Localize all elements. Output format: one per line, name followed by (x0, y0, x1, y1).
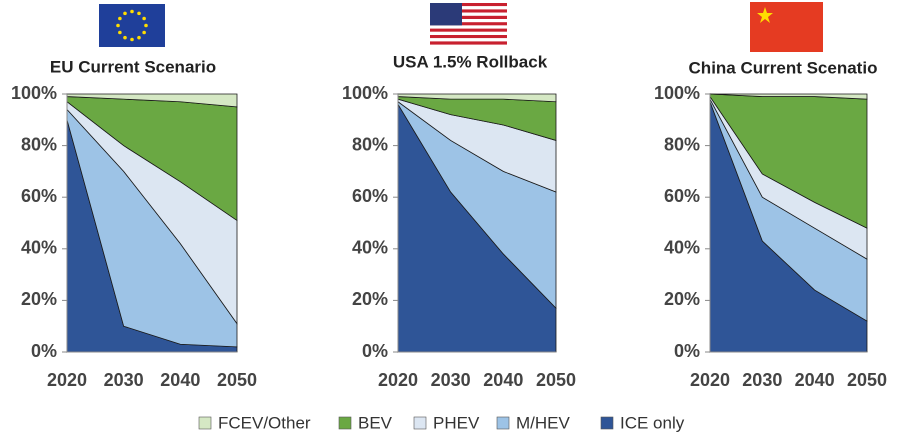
flag-stripe (430, 15, 507, 19)
legend-label: FCEV/Other (218, 413, 311, 432)
flag-stripe (430, 41, 507, 45)
flag-field (750, 2, 823, 52)
y-tick-label: 0% (31, 341, 57, 361)
legend-swatch (338, 416, 352, 430)
legend-swatch (600, 416, 614, 430)
chart-title: EU Current Scenario (50, 57, 216, 76)
flag-star (118, 16, 122, 21)
y-tick-label: 20% (664, 289, 700, 309)
y-tick-label: 100% (11, 83, 57, 103)
x-tick-label: 2030 (104, 370, 144, 390)
flag-star (118, 30, 122, 35)
flag-stripe (430, 28, 507, 32)
x-tick-label: 2050 (217, 370, 257, 390)
china-flag (750, 2, 823, 52)
x-tick-label: 2050 (847, 370, 887, 390)
legend-label: PHEV (433, 413, 480, 432)
y-tick-label: 0% (362, 341, 388, 361)
x-tick-label: 2030 (742, 370, 782, 390)
flag-star (142, 16, 146, 21)
x-tick-label: 2040 (160, 370, 200, 390)
eu-flag (99, 4, 165, 47)
chart-title: USA 1.5% Rollback (393, 52, 548, 71)
flag-star (116, 23, 120, 28)
flag-stripe (430, 38, 507, 42)
flag-star (137, 35, 141, 40)
y-tick-label: 40% (352, 238, 388, 258)
x-tick-label: 2020 (47, 370, 87, 390)
flag-star (144, 23, 148, 28)
flag-stripe (430, 12, 507, 16)
legend-label: ICE only (620, 413, 685, 432)
x-tick-label: 2030 (431, 370, 471, 390)
flag-stripe (430, 22, 507, 26)
legend-label: M/HEV (516, 413, 571, 432)
flag-star (142, 30, 146, 35)
y-tick-label: 40% (21, 238, 57, 258)
y-tick-label: 0% (674, 341, 700, 361)
flag-stripe (430, 6, 507, 10)
legend-swatch (198, 416, 212, 430)
flag-stripe (430, 3, 507, 7)
y-tick-label: 80% (21, 134, 57, 154)
flag-stripe (430, 25, 507, 29)
y-tick-label: 100% (654, 83, 700, 103)
y-tick-label: 80% (352, 134, 388, 154)
y-tick-label: 60% (352, 186, 388, 206)
legend-swatch (496, 416, 510, 430)
x-tick-label: 2020 (378, 370, 418, 390)
area (709, 93, 868, 100)
y-tick-label: 100% (342, 83, 388, 103)
flag-stripe (430, 19, 507, 23)
flag-stripe (430, 35, 507, 39)
x-tick-label: 2050 (536, 370, 576, 390)
flag-stripe (430, 9, 507, 13)
y-tick-label: 80% (664, 134, 700, 154)
usa-flag (430, 3, 507, 45)
legend-swatch (413, 416, 427, 430)
y-tick-label: 20% (352, 289, 388, 309)
legend-label: BEV (358, 413, 393, 432)
flag-star (130, 9, 134, 14)
flag-stripe (430, 31, 507, 35)
flag-star (123, 35, 127, 40)
x-tick-label: 2040 (795, 370, 835, 390)
y-tick-label: 20% (21, 289, 57, 309)
y-tick-label: 60% (664, 186, 700, 206)
area (66, 93, 238, 108)
y-tick-label: 40% (664, 238, 700, 258)
chart-title: China Current Scenatio (689, 58, 878, 77)
x-tick-label: 2020 (690, 370, 730, 390)
flag-star (130, 37, 134, 42)
area (397, 93, 557, 103)
flag-canton (430, 3, 462, 26)
flag-star (137, 11, 141, 16)
x-tick-label: 2040 (483, 370, 523, 390)
flag-star (757, 7, 773, 23)
y-tick-label: 60% (21, 186, 57, 206)
flag-star (123, 11, 127, 16)
